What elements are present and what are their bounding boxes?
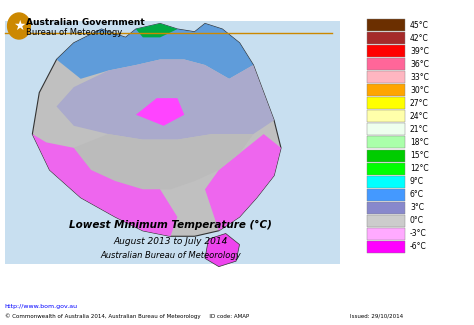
FancyBboxPatch shape [5, 21, 340, 264]
Polygon shape [32, 134, 177, 236]
Text: 18°C: 18°C [410, 138, 428, 147]
Text: 30°C: 30°C [410, 86, 429, 95]
Text: Lowest Minimum Temperature (°C): Lowest Minimum Temperature (°C) [69, 220, 272, 230]
FancyBboxPatch shape [367, 162, 404, 175]
Text: 15°C: 15°C [410, 151, 428, 160]
Text: 42°C: 42°C [410, 33, 428, 43]
Text: 9°C: 9°C [410, 177, 424, 186]
FancyBboxPatch shape [367, 58, 404, 70]
Text: 45°C: 45°C [410, 20, 429, 30]
Text: -3°C: -3°C [410, 229, 427, 238]
Polygon shape [136, 24, 177, 37]
FancyBboxPatch shape [367, 32, 404, 44]
FancyBboxPatch shape [367, 71, 404, 83]
Polygon shape [74, 134, 253, 189]
Text: 33°C: 33°C [410, 73, 429, 82]
Text: 27°C: 27°C [410, 99, 428, 108]
FancyBboxPatch shape [367, 98, 404, 109]
Text: Australian Bureau of Meteorology: Australian Bureau of Meteorology [100, 251, 241, 260]
FancyBboxPatch shape [367, 19, 404, 31]
Text: ★: ★ [13, 19, 25, 33]
Text: 6°C: 6°C [410, 190, 424, 199]
Circle shape [8, 13, 30, 39]
Text: August 2013 to July 2014: August 2013 to July 2014 [113, 237, 228, 246]
Text: 36°C: 36°C [410, 60, 429, 69]
Text: 39°C: 39°C [410, 47, 429, 56]
Text: Bureau of Meteorology: Bureau of Meteorology [26, 28, 122, 37]
FancyBboxPatch shape [367, 189, 404, 201]
FancyBboxPatch shape [367, 215, 404, 227]
Polygon shape [205, 233, 239, 266]
FancyBboxPatch shape [367, 241, 404, 253]
FancyBboxPatch shape [367, 111, 404, 123]
FancyBboxPatch shape [367, 84, 404, 96]
Polygon shape [56, 59, 274, 140]
FancyBboxPatch shape [367, 124, 404, 136]
Polygon shape [32, 24, 281, 236]
FancyBboxPatch shape [367, 136, 404, 149]
Text: 12°C: 12°C [410, 164, 428, 173]
FancyBboxPatch shape [367, 150, 404, 162]
Text: Issued: 29/10/2014: Issued: 29/10/2014 [350, 314, 403, 318]
Text: 0°C: 0°C [410, 216, 424, 225]
Text: © Commonwealth of Australia 2014, Australian Bureau of Meteorology     ID code: : © Commonwealth of Australia 2014, Austra… [5, 314, 249, 319]
Polygon shape [205, 134, 281, 231]
FancyBboxPatch shape [367, 228, 404, 240]
Text: Australian Government: Australian Government [26, 18, 145, 27]
FancyBboxPatch shape [367, 176, 404, 188]
Text: http://www.bom.gov.au: http://www.bom.gov.au [5, 304, 78, 309]
Polygon shape [56, 24, 253, 79]
Text: 21°C: 21°C [410, 125, 428, 134]
FancyBboxPatch shape [367, 202, 404, 214]
Polygon shape [136, 98, 184, 126]
Text: 24°C: 24°C [410, 112, 428, 121]
Text: 3°C: 3°C [410, 203, 424, 212]
Text: -6°C: -6°C [410, 242, 427, 251]
FancyBboxPatch shape [367, 45, 404, 57]
